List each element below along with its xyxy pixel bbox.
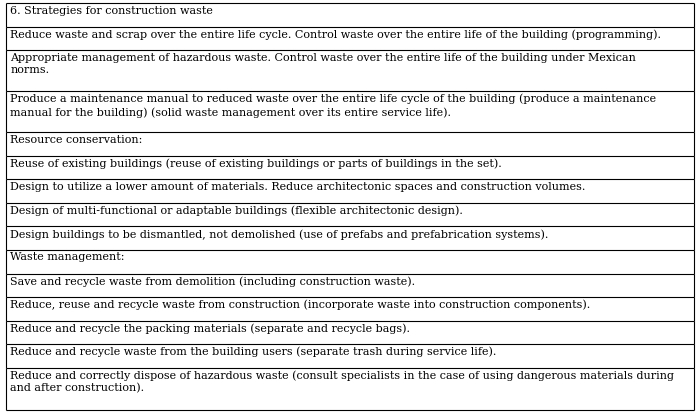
Bar — [6, 203, 694, 226]
Bar — [6, 250, 694, 273]
Text: Reduce, reuse and recycle waste from construction (incorporate waste into constr: Reduce, reuse and recycle waste from con… — [10, 299, 591, 310]
Text: 6. Strategies for construction waste: 6. Strategies for construction waste — [10, 6, 214, 16]
Text: Reuse of existing buildings (reuse of existing buildings or parts of buildings i: Reuse of existing buildings (reuse of ex… — [10, 159, 503, 169]
Bar — [6, 180, 694, 203]
Bar — [6, 273, 694, 297]
Text: Design to utilize a lower amount of materials. Reduce architectonic spaces and c: Design to utilize a lower amount of mate… — [10, 182, 586, 192]
Bar — [6, 3, 694, 27]
Text: Appropriate management of hazardous waste. Control waste over the entire life of: Appropriate management of hazardous wast… — [10, 53, 636, 75]
Text: Reduce waste and scrap over the entire life cycle. Control waste over the entire: Reduce waste and scrap over the entire l… — [10, 29, 662, 40]
Text: Reduce and recycle the packing materials (separate and recycle bags).: Reduce and recycle the packing materials… — [10, 323, 410, 334]
Text: Produce a maintenance manual to reduced waste over the entire life cycle of the : Produce a maintenance manual to reduced … — [10, 94, 657, 118]
Text: Resource conservation:: Resource conservation: — [10, 135, 143, 145]
Bar — [6, 368, 694, 410]
Bar — [6, 320, 694, 344]
Bar — [6, 50, 694, 91]
Bar — [6, 344, 694, 368]
Bar — [6, 297, 694, 320]
Text: Reduce and recycle waste from the building users (separate trash during service : Reduce and recycle waste from the buildi… — [10, 347, 497, 357]
Bar — [6, 226, 694, 250]
Text: Waste management:: Waste management: — [10, 252, 125, 263]
Bar — [6, 133, 694, 156]
Text: Design of multi-functional or adaptable buildings (flexible architectonic design: Design of multi-functional or adaptable … — [10, 205, 463, 216]
Bar — [6, 91, 694, 133]
Bar — [6, 156, 694, 180]
Text: Reduce and correctly dispose of hazardous waste (consult specialists in the case: Reduce and correctly dispose of hazardou… — [10, 370, 675, 394]
Bar — [6, 27, 694, 50]
Text: Save and recycle waste from demolition (including construction waste).: Save and recycle waste from demolition (… — [10, 276, 416, 287]
Text: Design buildings to be dismantled, not demolished (use of prefabs and prefabrica: Design buildings to be dismantled, not d… — [10, 229, 549, 240]
